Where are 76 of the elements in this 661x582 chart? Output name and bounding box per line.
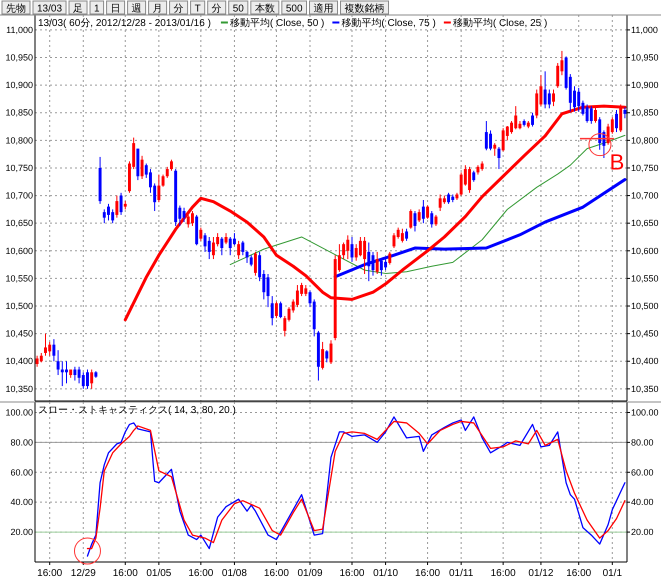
x-tick-label: 01/1	[602, 568, 622, 579]
y-tick-label: 10,750	[5, 162, 33, 173]
toolbar-button: 1	[90, 0, 104, 14]
y2-tick-label: 80.00	[631, 437, 654, 448]
y2-tick-label: 10,500	[631, 301, 659, 312]
x-tick-label: 16:00	[490, 568, 516, 579]
toolbar-button: 複数銘柄	[340, 0, 390, 14]
toolbar-button: 適用	[309, 0, 338, 14]
y-tick-label: 60.00	[10, 467, 33, 478]
y-tick-label: 10,650	[5, 218, 33, 228]
y2-tick-label: 100.00	[631, 407, 659, 418]
y2-tick-label: 10,600	[631, 246, 659, 256]
line-series	[334, 178, 626, 278]
y2-tick-label: 10,350	[631, 384, 659, 394]
y-tick-label: 10,400	[5, 356, 33, 366]
legend-label: 移動平均( Close, 50 )	[230, 17, 324, 29]
y-tick-label: 100.00	[5, 407, 33, 418]
x-tick-label: 16:00	[188, 568, 214, 579]
toolbar-button: T	[190, 0, 206, 14]
y-tick-label: 11,000	[6, 24, 33, 35]
y2-tick-label: 10,450	[631, 328, 659, 339]
chart-title: 13/03( 60分, 2012/12/28 - 2013/01/16 )	[38, 17, 211, 29]
y-tick-label: 10,900	[5, 80, 33, 90]
y-tick-label: 10,950	[5, 52, 33, 63]
toolbar-button: 分	[207, 0, 226, 14]
legend-label: 移動平均( Close, 75 )	[341, 17, 436, 29]
y2-tick-label: 10,950	[631, 52, 659, 63]
x-tick-label: 01/08	[222, 568, 248, 579]
y2-tick-label: 10,700	[631, 190, 659, 201]
y2-tick-label: 10,850	[631, 108, 659, 118]
toolbar-button: 先物	[2, 0, 30, 14]
toolbar-button: 日	[106, 0, 126, 14]
y-tick-label: 10,350	[5, 384, 33, 394]
x-tick-label: 16:00	[37, 568, 63, 579]
y2-tick-label: 10,800	[631, 135, 659, 146]
toolbar-button: 50	[228, 0, 248, 14]
y-tick-label: 20.00	[10, 527, 33, 538]
toolbar-button: 分	[169, 0, 188, 14]
annotation: B	[610, 150, 624, 175]
y2-tick-label: 60.00	[631, 467, 654, 478]
x-tick-label: 01/10	[373, 568, 399, 579]
x-tick-label: 16:00	[264, 568, 290, 579]
y2-tick-label: 20.00	[631, 527, 654, 538]
y-tick-label: 10,700	[5, 190, 33, 201]
y-tick-label: 10,800	[5, 135, 33, 146]
y-tick-label: 10,500	[5, 301, 33, 312]
toolbar-button: 月	[148, 0, 168, 14]
x-tick-label: 16:00	[339, 568, 365, 579]
x-tick-label: 16:00	[112, 568, 138, 579]
y-tick-label: 10,550	[5, 273, 33, 284]
legend-label: 移動平均( Close, 25 )	[452, 17, 548, 29]
x-tick-label: 12/29	[70, 568, 96, 579]
toolbar-button: 足	[68, 0, 88, 14]
y2-tick-label: 10,900	[631, 80, 659, 90]
y2-tick-label: 10,400	[631, 356, 659, 366]
y2-tick-label: 10,750	[631, 162, 659, 173]
y2-tick-label: 11,000	[631, 24, 658, 35]
chart-title: スロー・ストキャスティクス( 14, 3, 80, 20 )	[38, 405, 236, 416]
y2-tick-label: 10,550	[631, 273, 659, 284]
y-tick-label: 10,450	[5, 328, 33, 339]
x-tick-label: 16:00	[415, 568, 441, 579]
y-tick-label: 10,600	[5, 246, 33, 256]
toolbar-button: 500	[281, 0, 308, 14]
y-tick-label: 40.00	[10, 497, 33, 508]
x-tick-label: 16:00	[566, 568, 592, 579]
x-tick-label: 01/09	[297, 568, 323, 579]
toolbar-button: 週	[127, 0, 146, 14]
x-tick-label: 01/12	[528, 568, 554, 579]
y2-tick-label: 10,650	[631, 218, 659, 228]
y2-tick-label: 40.00	[631, 497, 654, 508]
y-tick-label: 80.00	[10, 437, 33, 448]
toolbar-button: 13/03	[32, 0, 67, 14]
y-tick-label: 10,850	[5, 108, 33, 118]
x-tick-label: 01/05	[146, 568, 172, 579]
toolbar-button: 本数	[250, 0, 280, 14]
x-tick-label: 01/11	[449, 568, 474, 579]
